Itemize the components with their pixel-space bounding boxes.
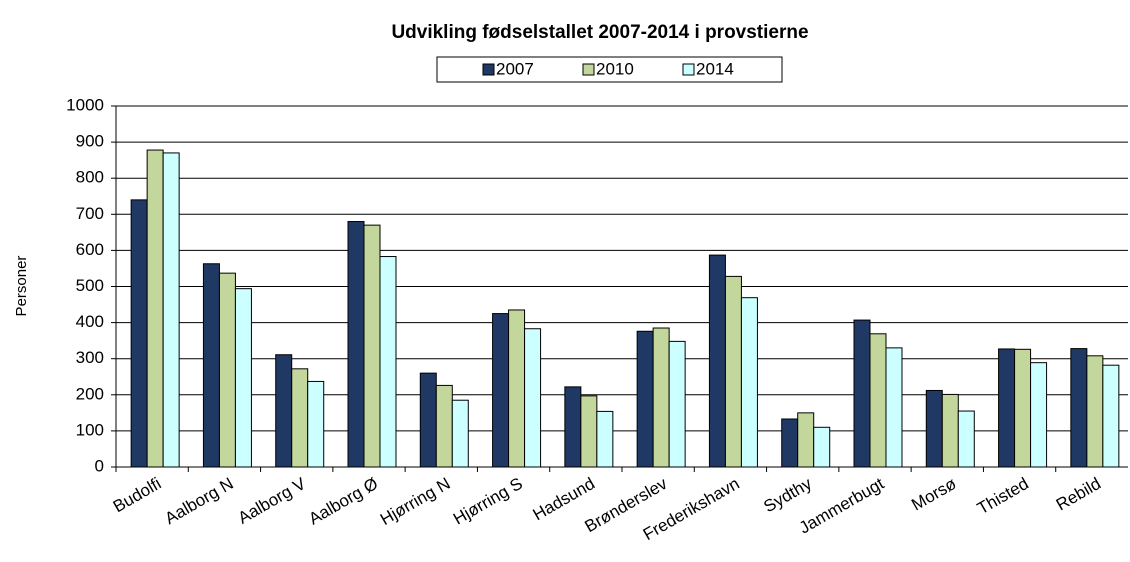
bar (1014, 348, 1032, 468)
bar (596, 410, 614, 468)
y-tick-label: 1000 (66, 95, 104, 114)
x-tick-label: Aalborg V (235, 474, 310, 528)
bar (130, 199, 148, 468)
bar (1086, 355, 1104, 468)
bar (781, 418, 799, 468)
bar (363, 224, 381, 468)
legend-label: 2007 (496, 59, 534, 78)
bar (869, 333, 887, 468)
bar (813, 426, 831, 468)
x-tick-label: Aalborg Ø (305, 474, 381, 529)
bar (797, 412, 815, 468)
x-tick-label: Hjørring N (377, 474, 454, 529)
y-tick-label: 500 (76, 276, 104, 295)
y-axis-label: Personer (13, 256, 30, 317)
x-tick-label: Budolfi (110, 474, 165, 516)
legend-swatch (482, 63, 495, 76)
bar (998, 348, 1016, 468)
bar (234, 288, 252, 468)
bar (636, 330, 654, 468)
y-tick-label: 700 (76, 204, 104, 223)
bar (419, 372, 437, 468)
bar (740, 297, 758, 468)
x-tick-label: Aalborg N (162, 474, 237, 528)
y-tick-label: 800 (76, 168, 104, 187)
legend-swatch (582, 63, 595, 76)
bar (451, 399, 469, 468)
bar (652, 327, 670, 468)
bar (1102, 364, 1120, 468)
legend-swatch (682, 63, 695, 76)
bar (307, 380, 325, 468)
chart-title: Udvikling fødselstallet 2007-2014 i prov… (391, 22, 808, 43)
bar (941, 393, 959, 468)
bar (708, 254, 726, 468)
bar (146, 149, 164, 468)
y-tick-label: 200 (76, 384, 104, 403)
bar (1070, 348, 1088, 468)
bar (668, 340, 686, 468)
bar (925, 389, 943, 468)
bar (218, 272, 236, 468)
y-tick-label: 900 (76, 132, 104, 151)
bar (492, 313, 510, 468)
legend-label: 2010 (596, 59, 634, 78)
y-tick-label: 0 (95, 456, 104, 475)
bar (564, 386, 582, 468)
x-tick-label: Hjørring S (450, 474, 526, 529)
bar (275, 354, 293, 468)
legend-label: 2014 (696, 59, 734, 78)
bar (347, 221, 365, 468)
bar (524, 328, 542, 468)
bar (202, 263, 220, 468)
x-tick-label: Morsø (908, 474, 959, 515)
y-tick-label: 400 (76, 312, 104, 331)
y-tick-label: 600 (76, 240, 104, 259)
bar (724, 275, 742, 468)
x-tick-label: Thisted (974, 474, 1032, 518)
bar (853, 319, 871, 468)
y-tick-label: 100 (76, 420, 104, 439)
y-tick-label: 300 (76, 348, 104, 367)
bar (435, 384, 453, 468)
bar (162, 152, 180, 468)
bar (1030, 362, 1048, 468)
bar (508, 309, 526, 468)
bar (885, 347, 903, 468)
bar (580, 395, 598, 468)
x-tick-label: Sydthy (760, 474, 815, 517)
x-tick-label: Rebild (1053, 474, 1104, 515)
bar (957, 410, 975, 468)
bar (379, 256, 397, 468)
bar (291, 368, 309, 468)
